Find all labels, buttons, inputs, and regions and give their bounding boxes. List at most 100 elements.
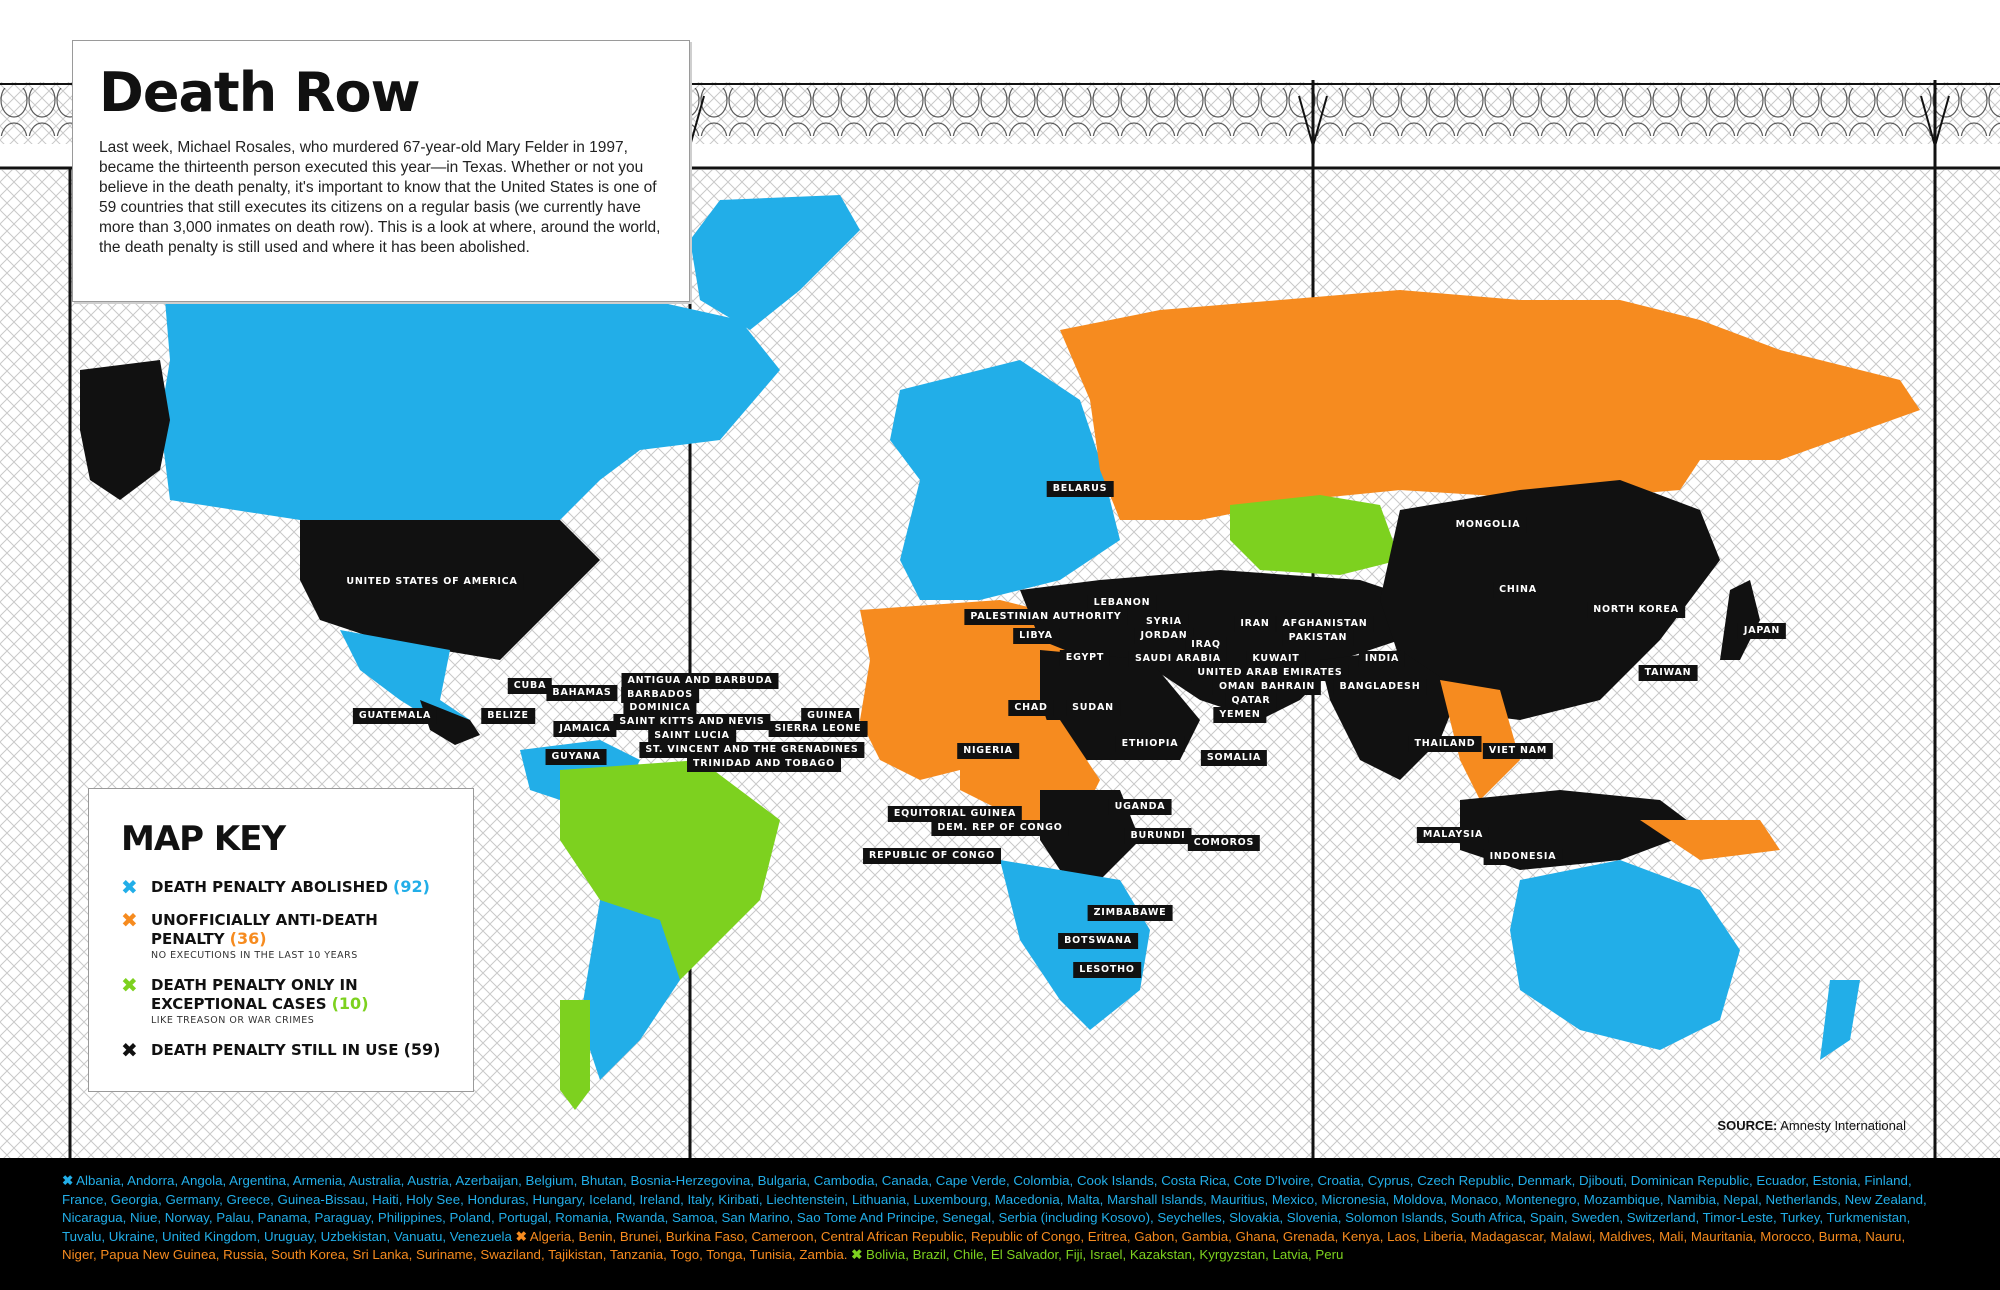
title-card: Death Row Last week, Michael Rosales, wh… [72,40,690,302]
country-label: GUATEMALA [352,708,438,724]
region-europe [890,360,1120,600]
intro-text: Last week, Michael Rosales, who murdered… [99,139,661,256]
country-label: COMOROS [1187,835,1261,851]
country-label: JAMAICA [553,721,617,737]
source-credit: SOURCE: Amnesty International [1717,1118,1906,1133]
region-kazakhstan [1230,495,1400,575]
country-label: QATAR [1225,693,1277,709]
country-label: DOMINICA [623,700,697,716]
country-label: NIGERIA [957,743,1019,759]
country-label: TAIWAN [1638,665,1698,681]
country-label: BELIZE [481,708,535,724]
country-label: SAUDI ARABIA [1128,651,1228,667]
country-label: BELARUS [1046,481,1114,497]
country-label: JORDAN [1134,628,1194,644]
country-label: INDIA [1358,651,1406,667]
country-label: VIET NAM [1482,743,1554,759]
country-label: SAINT KITTS AND NEVIS [613,714,771,730]
exceptional-countries: Bolivia, Brazil, Chile, El Salvador, Fij… [866,1247,1344,1262]
region-alaska [80,360,170,500]
country-label: BAHAMAS [546,685,618,701]
region-east-africa [1040,650,1200,760]
source-label: SOURCE: [1717,1118,1778,1133]
region-south-am-south [580,900,680,1080]
country-label: MONGOLIA [1449,517,1527,533]
country-label: UNITED ARAB EMIRATES [1191,665,1349,681]
country-label: UGANDA [1108,799,1172,815]
country-label: SAINT LUCIA [648,728,736,744]
source-text: Amnesty International [1780,1118,1906,1133]
country-label: BAHRAIN [1254,679,1322,695]
key-item-unofficial: ✖ UNOFFICIALLY ANTI-DEATH PENALTY (36) N… [121,910,445,961]
country-label: LIBYA [1013,628,1059,644]
country-label: DEM. REP OF CONGO [931,820,1069,836]
country-label: EQUITORIAL GUINEA [887,806,1023,822]
country-label: ANTIGUA AND BARBUDA [621,673,779,689]
key-item-abolished: ✖ DEATH PENALTY ABOLISHED (92) [121,875,445,899]
country-label: GUINEA [801,708,859,724]
country-label: EGYPT [1059,650,1111,666]
region-mongolia-china [1380,480,1720,720]
key-item-exceptional: ✖ DEATH PENALTY ONLY IN EXCEPTIONAL CASE… [121,975,445,1026]
key-count: (36) [229,929,267,948]
region-australia [1510,860,1740,1050]
region-russia [1060,290,1920,520]
country-label: OMAN [1212,679,1262,695]
country-label: MALAYSIA [1416,827,1490,843]
country-label: NORTH KOREA [1587,602,1685,618]
country-label: PAKISTAN [1282,630,1354,646]
country-label: BOTSWANA [1058,933,1138,949]
country-label: ZIMBABAWE [1087,905,1173,921]
abolished-countries: Albania, Andorra, Angola, Argentina, Arm… [62,1173,1927,1244]
region-usa [300,520,600,660]
region-mexico [340,630,470,725]
country-label: IRAN [1234,616,1276,632]
country-list-footer: ✖ Albania, Andorra, Angola, Argentina, A… [0,1158,2000,1290]
map-key-title: MAP KEY [121,819,286,859]
region-greenland [690,195,860,330]
country-label: KUWAIT [1246,651,1306,667]
country-label: BANGLADESH [1333,679,1427,695]
x-mark-icon: ✖ [121,875,138,899]
country-label: SUDAN [1066,700,1120,716]
x-mark-icon: ✖ [121,1038,138,1062]
country-label: SYRIA [1140,614,1188,630]
page-title: Death Row [99,61,421,124]
country-label: BARBADOS [621,687,699,703]
country-label: GUYANA [545,749,607,765]
country-label: PALESTINIAN AUTHORITY [964,609,1128,625]
country-label: UNITED STATES OF AMERICA [340,574,524,590]
region-nz [1820,980,1860,1060]
country-label: BURUNDI [1124,828,1192,844]
x-mark-icon: ✖ [121,973,138,997]
country-label: REPUBLIC OF CONGO [863,848,1001,864]
country-label: CHINA [1493,582,1543,598]
key-item-in-use: ✖ DEATH PENALTY STILL IN USE (59) [121,1038,445,1062]
region-png [1640,820,1780,860]
country-label: CHAD [1008,700,1054,716]
x-mark-icon: ✖ [62,1173,74,1188]
key-note: NO EXECUTIONS IN THE LAST 10 YEARS [151,950,358,961]
key-count: (59) [403,1040,441,1059]
country-label: ST. VINCENT AND THE GRENADINES [639,742,865,758]
country-label: INDONESIA [1483,849,1563,865]
country-label: SIERRA LEONE [768,721,868,737]
country-label: LESOTHO [1073,962,1141,978]
country-label: CUBA [507,678,553,694]
country-label: SOMALIA [1200,750,1268,766]
country-label: AFGHANISTAN [1276,616,1374,632]
key-label: UNOFFICIALLY ANTI-DEATH PENALTY [151,911,378,948]
key-count: (92) [393,877,430,896]
country-label: TRINIDAD AND TOBAGO [687,756,841,772]
country-label: YEMEN [1213,707,1267,723]
x-mark-icon: ✖ [515,1228,527,1244]
country-label: IRAQ [1185,637,1227,653]
x-mark-icon: ✖ [851,1247,863,1262]
key-label: DEATH PENALTY STILL IN USE [151,1041,399,1059]
key-label: DEATH PENALTY ABOLISHED [151,878,388,896]
country-label: ETHIOPIA [1115,736,1185,752]
key-label: DEATH PENALTY ONLY IN EXCEPTIONAL CASES [151,976,358,1013]
region-chile [560,1000,590,1110]
key-count: (10) [331,994,369,1013]
country-label: THAILAND [1408,736,1482,752]
